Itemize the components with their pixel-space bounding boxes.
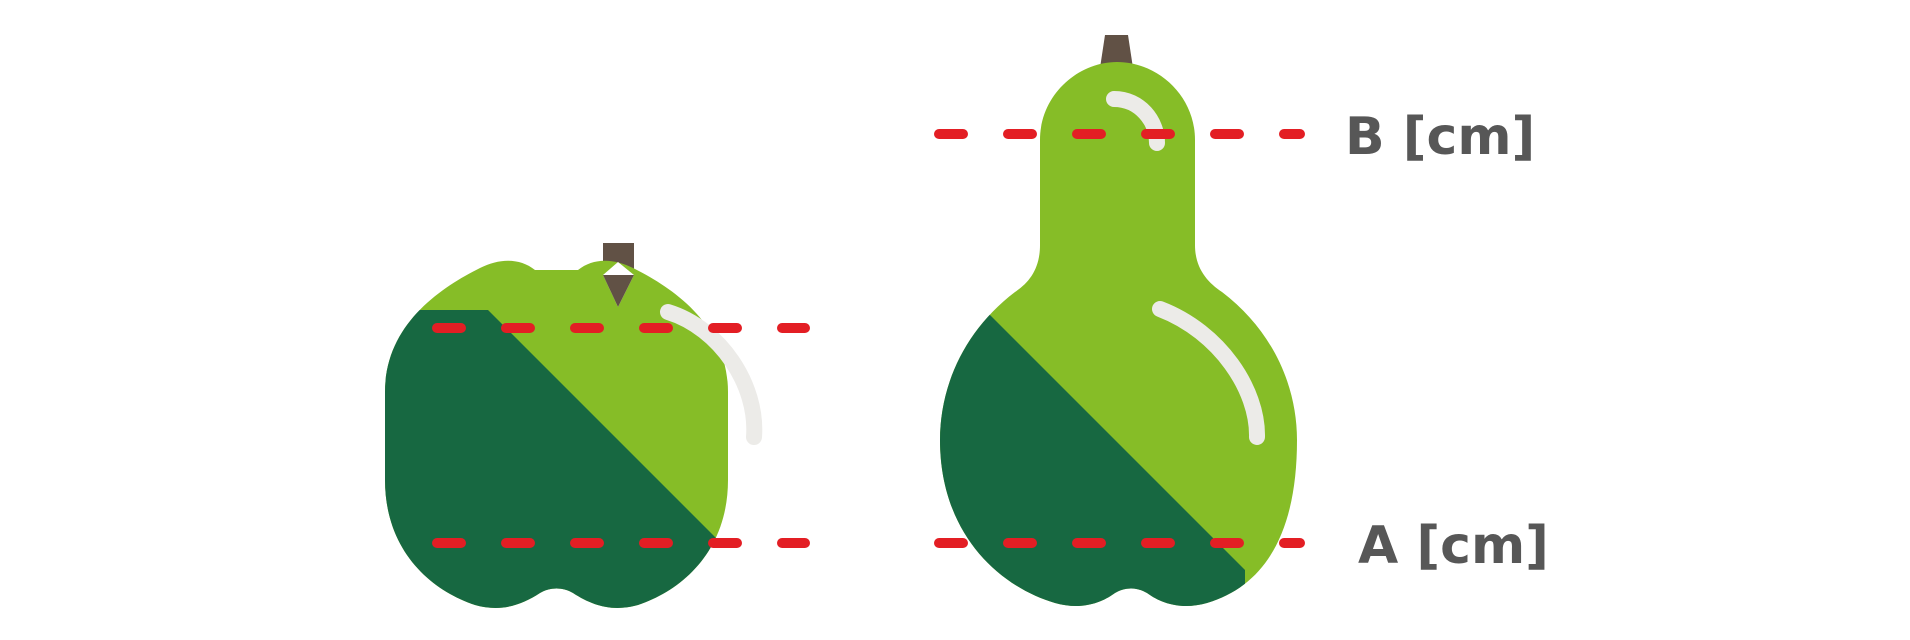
pear-stem <box>1100 35 1133 68</box>
pear-body-shade <box>940 310 1245 607</box>
apple-stem-front <box>603 275 634 307</box>
pear-side-highlight <box>1152 301 1266 445</box>
label-b: B [cm] <box>1345 107 1535 167</box>
label-a: A [cm] <box>1358 516 1549 576</box>
pear-icon <box>940 35 1297 607</box>
apple-icon <box>385 243 763 608</box>
apple-highlight <box>660 304 763 445</box>
apple-body-shade <box>385 310 728 608</box>
